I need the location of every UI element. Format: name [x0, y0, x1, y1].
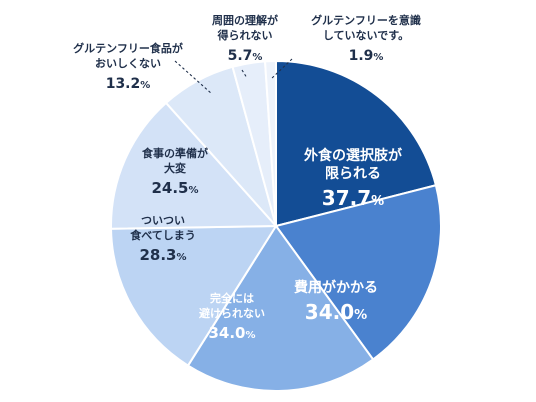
slice-value: 13.2%	[106, 76, 151, 92]
value-unit: %	[354, 308, 367, 323]
slice-label-text: 得られない	[217, 28, 273, 42]
slice-value: 28.3%	[139, 246, 186, 264]
pie-slice	[110, 101, 279, 230]
slice-label-text: 避けられない	[199, 306, 265, 320]
slice-value: 5.7%	[228, 48, 263, 64]
slice-value: 24.5%	[151, 179, 198, 197]
slice-label-text: 費用がかかる	[294, 279, 378, 296]
slice-label-text: 大変	[164, 161, 186, 175]
value-unit: %	[245, 330, 255, 341]
slice-value: 1.9%	[349, 48, 384, 64]
value-unit: %	[371, 194, 384, 209]
slice-label-text: 周囲の理解が	[212, 13, 278, 27]
value-unit: %	[373, 52, 383, 63]
leader-line	[241, 69, 248, 79]
slice-label-text: グルテンフリーを意識	[311, 13, 421, 27]
slice-value: 34.0%	[208, 324, 255, 342]
pie-slice	[186, 224, 375, 392]
slice-label-text: していないです。	[323, 29, 409, 42]
value-unit: %	[176, 252, 186, 263]
slice-label-text: グルテンフリー食品が	[73, 41, 183, 55]
pie-slice	[110, 224, 278, 367]
slice-label-text: 食事の準備が	[142, 146, 208, 160]
pie-slice	[274, 184, 442, 361]
value-unit: %	[252, 52, 262, 63]
slice-label-text: おいしくない	[95, 57, 161, 70]
leader-line	[174, 60, 213, 95]
pie-slice	[275, 59, 438, 228]
slice-label-text: 外食の選択肢が	[304, 147, 403, 164]
value-unit: %	[188, 185, 198, 196]
slice-label-text: 完全には	[210, 291, 254, 305]
slice-label-text: ついつい	[141, 214, 185, 227]
value-unit: %	[140, 80, 150, 91]
slice-label-text: 限られる	[325, 166, 381, 182]
slice-label-text: 食べてしまう	[130, 228, 196, 242]
pie-slice	[263, 59, 277, 227]
